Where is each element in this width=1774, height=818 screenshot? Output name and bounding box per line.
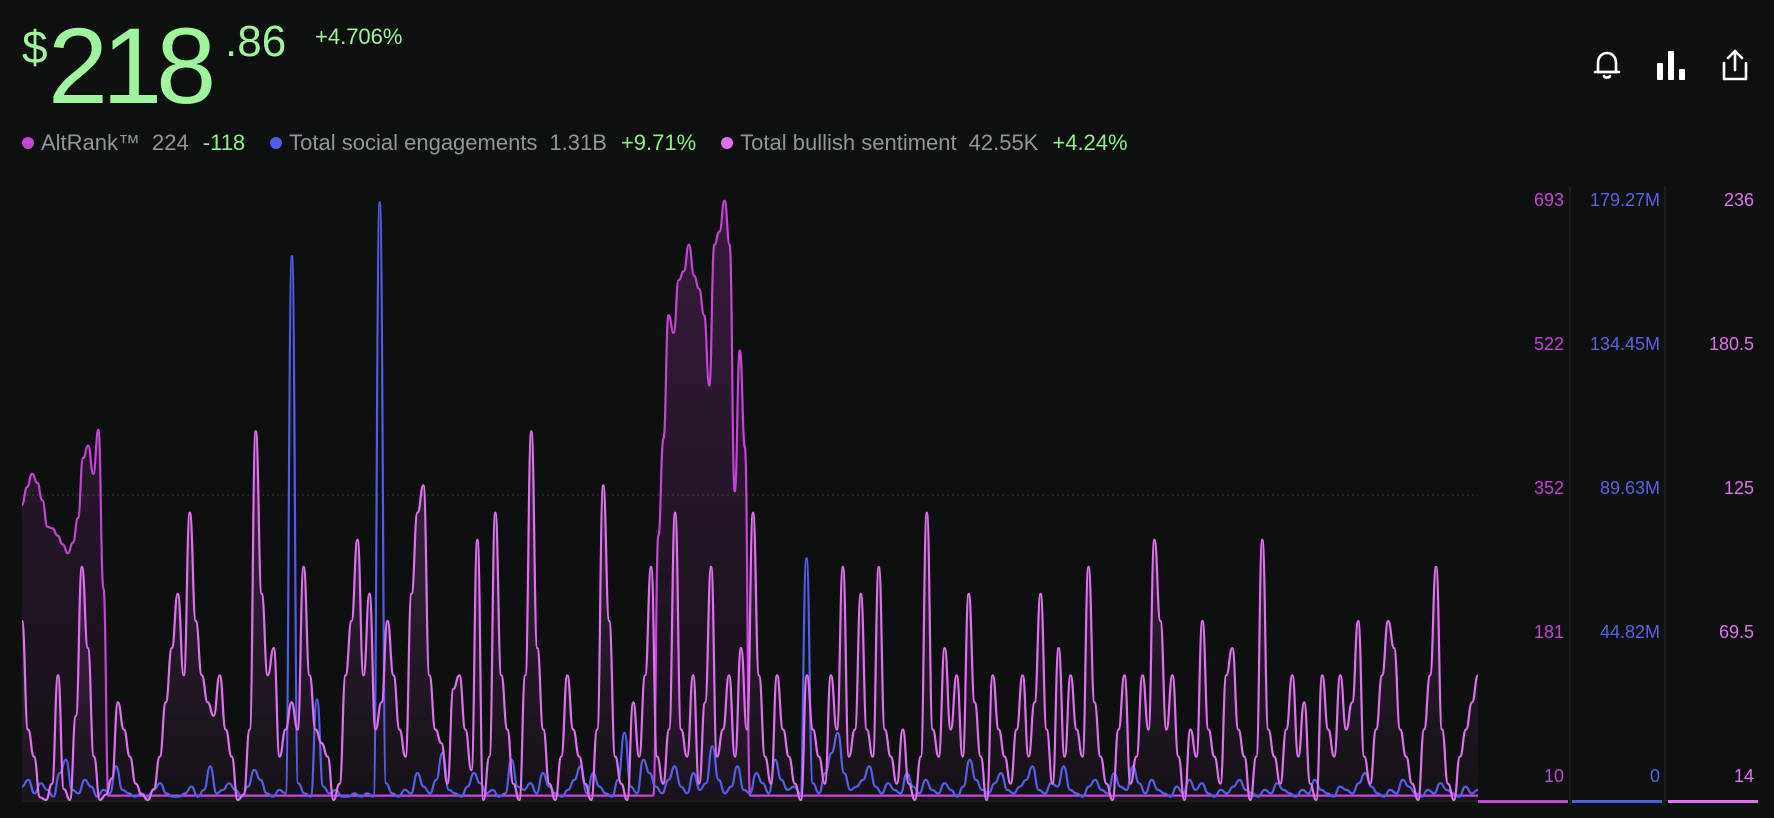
axis-tick-label: 693 [1533,190,1564,210]
bar-chart-icon[interactable] [1654,48,1688,82]
axis-marker [1478,800,1568,803]
axis-tick-label: 89.63M [1599,478,1660,498]
legend-label: Total social engagements [289,130,538,155]
legend-change: -118 [202,130,246,155]
series-line [20,199,1478,797]
axis-tick-label: 125 [1723,478,1754,498]
legend-value: 1.31B [549,130,607,155]
axis-tick-label: 69.5 [1718,622,1754,642]
action-icons [1590,48,1752,82]
axis-tick-label: 522 [1533,334,1564,354]
axis-tick-label: 14 [1733,766,1754,786]
engagements-axis: 179.27M 134.45M 89.63M 44.82M 0 [1570,180,1660,800]
legend-label: Total bullish sentiment [740,130,957,155]
price-change: +4.706% [315,24,403,49]
chart-legend: AltRank™ 224 -118 Total social engagemen… [22,130,1153,156]
series-line [21,201,1479,798]
bullish-dot-icon [721,137,734,149]
altrank-dot-icon [22,137,34,149]
engagements-dot-icon [270,137,283,149]
axis-tick-label: 44.82M [1599,622,1660,642]
price-integer: 218 [48,5,216,126]
axis-tick-label: 180.5 [1708,334,1754,354]
axis-marker [1668,800,1758,803]
legend-item-bullish[interactable]: Total bullish sentiment 42.55K +4.24% [721,130,1128,156]
legend-value: 42.55K [968,130,1039,155]
series-line [20,430,1480,802]
share-icon[interactable] [1718,48,1752,82]
axis-tick-label: 0 [1649,766,1660,786]
axis-tick-label: 352 [1533,478,1564,498]
legend-change: +4.24% [1052,130,1128,155]
legend-label: AltRank™ [41,130,141,155]
bell-icon[interactable] [1590,48,1624,82]
bullish-axis: 236 180.5 125 69.5 14 [1666,180,1754,800]
price-decimal: .86 [225,17,287,66]
series-area [22,431,1478,800]
axis-tick-label: 236 [1723,190,1754,210]
legend-change: +9.71% [620,130,697,155]
axis-tick-label: 179.27M [1589,190,1660,210]
axis-tick-label: 134.45M [1589,334,1660,354]
legend-item-altrank[interactable]: AltRank™ 224 -118 [22,130,245,156]
axis-marker [1572,800,1662,803]
altrank-axis: 693 522 352 181 10 [1470,180,1564,800]
legend-value: 224 [152,130,189,155]
axis-tick-label: 181 [1533,622,1564,642]
axis-tick-label: 10 [1543,766,1564,786]
price-currency: $ [22,21,48,73]
series-area [22,200,1478,801]
legend-item-engagements[interactable]: Total social engagements 1.31B +9.71% [270,130,696,156]
